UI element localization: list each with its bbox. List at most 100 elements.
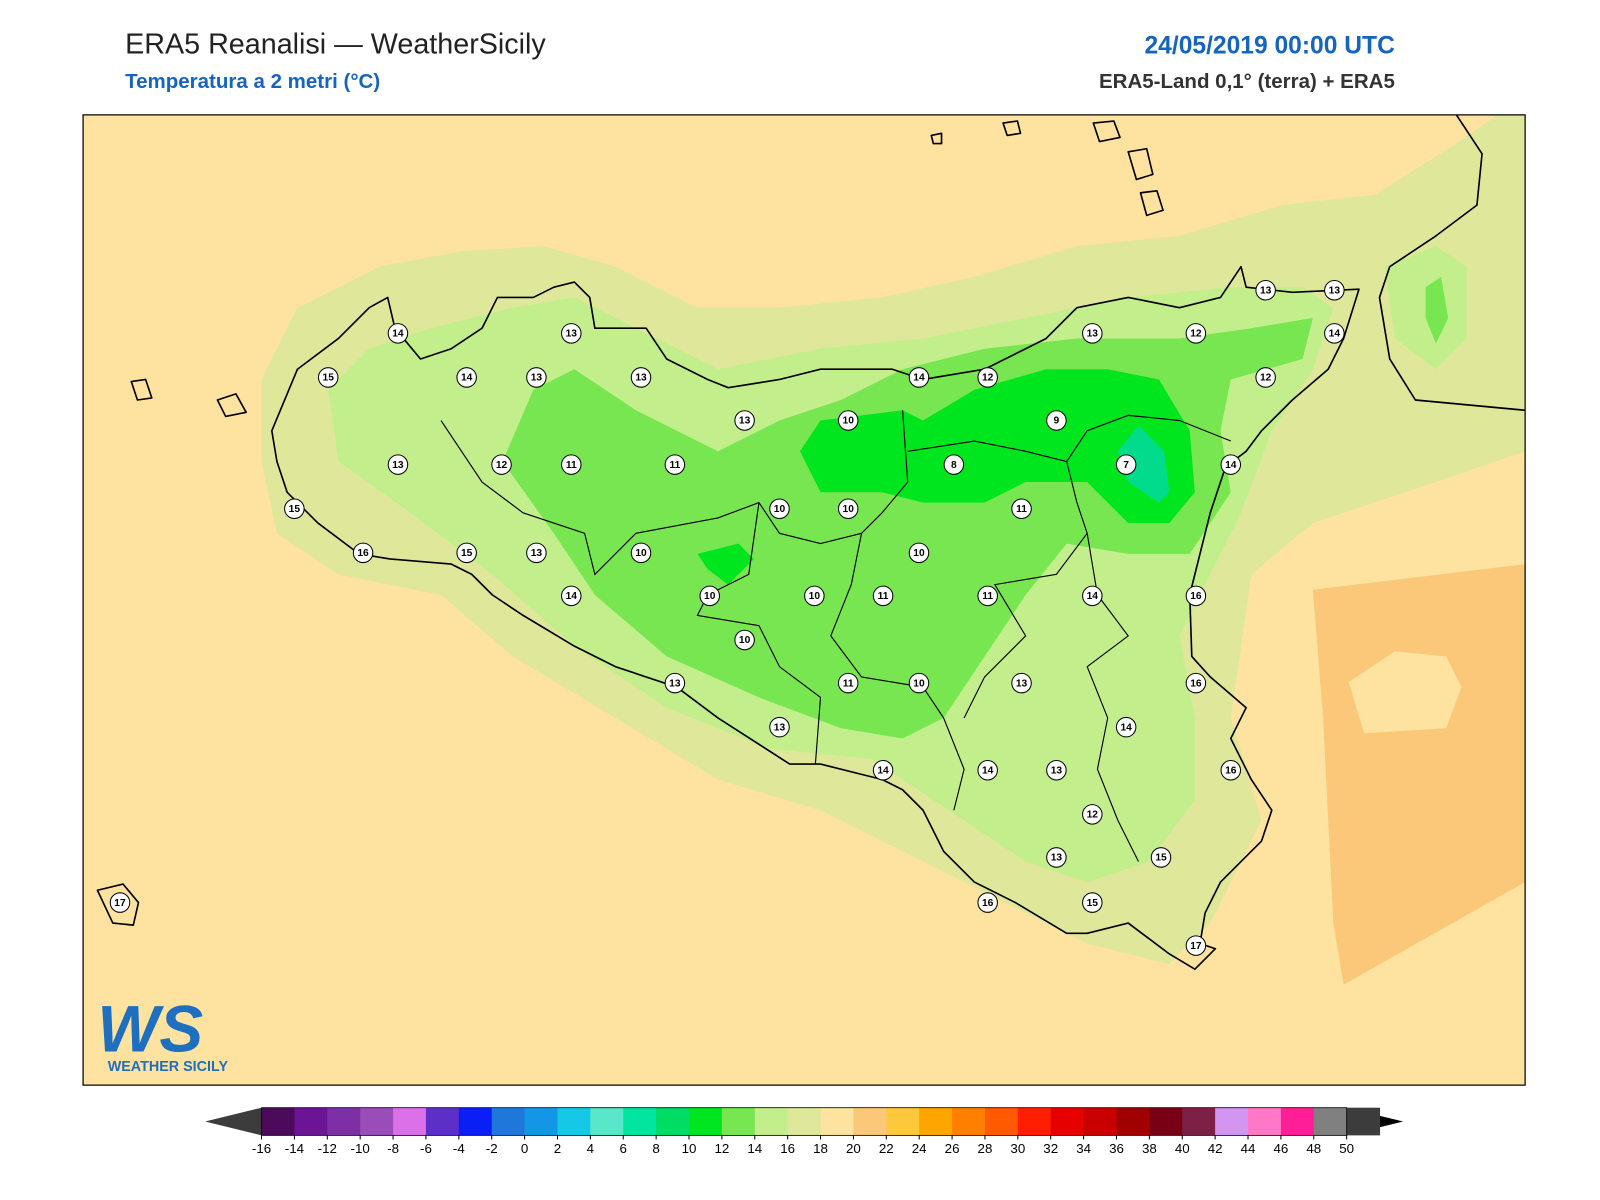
station-marker (1082, 323, 1103, 344)
colorbar-band (360, 1107, 394, 1136)
colorbar-tick-label: 2 (554, 1141, 561, 1156)
colorbar-band (623, 1107, 657, 1136)
date: 24/05/2019 00:00 UTC (1144, 32, 1395, 59)
colorbar-tick-label: -6 (420, 1141, 432, 1156)
station-marker (1082, 585, 1103, 607)
station-marker (1185, 323, 1207, 344)
station-value: 13 (392, 460, 404, 471)
station-value: 17 (114, 898, 126, 909)
station-value: 14 (913, 373, 925, 384)
station-value: 13 (1260, 285, 1272, 296)
colorbar-tick-label: 4 (587, 1141, 595, 1156)
colorbar-band (787, 1107, 822, 1136)
colorbar-tick-label: 8 (652, 1141, 659, 1156)
station-value: 13 (1051, 853, 1063, 864)
station-marker (1255, 279, 1276, 301)
colorbar-tick-label: 48 (1306, 1141, 1321, 1156)
station-value: 7 (1123, 460, 1129, 471)
station-value: 10 (809, 591, 821, 602)
colorbar-band (984, 1107, 1019, 1136)
station-value: 10 (704, 591, 716, 602)
colorbar-tick-label: 34 (1076, 1141, 1091, 1156)
station-marker (387, 323, 409, 344)
station-value: 10 (635, 548, 647, 559)
station-marker (734, 410, 755, 431)
colorbar-outline (261, 1107, 1348, 1136)
station-value: 12 (1260, 373, 1272, 384)
station-marker (1220, 454, 1242, 475)
station-value: 13 (739, 416, 751, 427)
station-value: 14 (982, 765, 994, 776)
station-marker (837, 410, 859, 431)
station-marker (664, 672, 686, 694)
station-marker (1185, 585, 1207, 607)
station-marker (630, 367, 652, 388)
colorbar-band (1280, 1107, 1315, 1136)
colorbar-extend-low (205, 1107, 262, 1136)
station-value: 12 (1087, 810, 1099, 821)
station-marker (908, 542, 930, 564)
station-marker (317, 367, 339, 388)
station-value: 17 (1190, 941, 1202, 952)
station-value: 14 (1329, 329, 1341, 340)
station-value: 10 (843, 504, 855, 515)
station-marker (491, 454, 512, 475)
colorbar-band (1215, 1107, 1249, 1136)
station-value: 13 (1016, 678, 1028, 689)
colorbar-band (590, 1107, 624, 1136)
colorbar-tick-label: 22 (879, 1141, 894, 1156)
station-marker (1082, 804, 1103, 825)
station-marker (561, 585, 582, 607)
station-marker (526, 367, 547, 388)
colorbar-band (491, 1107, 526, 1136)
colorbar-tick-label: 40 (1175, 1141, 1190, 1156)
colorbar-band (1346, 1107, 1381, 1136)
station-marker (1324, 279, 1345, 301)
contour-6 (1117, 425, 1170, 503)
station-marker (943, 454, 965, 475)
colorbar-band (261, 1107, 295, 1136)
colorbar-tick-label: 50 (1339, 1141, 1354, 1156)
colorbar-tick-label: -16 (252, 1141, 271, 1156)
colorbar-tick-label: 18 (813, 1141, 828, 1156)
station-marker (734, 629, 755, 651)
station-marker (1011, 498, 1032, 519)
station-value: 13 (531, 548, 543, 559)
colorbar-band (1182, 1107, 1216, 1136)
station-marker (977, 585, 998, 607)
station-marker (908, 672, 930, 694)
station-value: 15 (1087, 898, 1099, 909)
station-marker (456, 542, 477, 564)
station-marker (1082, 892, 1103, 913)
station-value: 9 (1054, 416, 1060, 427)
station-value: 16 (1225, 765, 1237, 776)
station-value: 11 (982, 591, 993, 602)
contour-hole (1348, 651, 1462, 734)
station-value: 13 (531, 373, 543, 384)
stations: 14 13 15 14 13 13 13 10 14 12 13 12 13 13 14 12 9 7 14 8 11 1… (109, 279, 1345, 956)
station-marker (1046, 410, 1067, 431)
station-value: 13 (566, 329, 578, 340)
station-marker (526, 542, 547, 564)
colorbar-tick-label: 20 (846, 1141, 861, 1156)
colorbar-tick-label: 30 (1010, 1141, 1025, 1156)
source: ERA5-Land 0,1° (terra) + ERA5 (1099, 70, 1395, 93)
colorbar-band (1116, 1107, 1150, 1136)
station-value: 14 (1120, 722, 1132, 733)
colorbar-band (425, 1107, 460, 1136)
station-value: 11 (878, 591, 889, 602)
station-value: 10 (913, 548, 925, 559)
colorbar: -16 -14 -12 -10 -8 -6 -4 -2 0 2 4 6 8 10 12 14 16 18 20 22 2… (205, 1107, 1404, 1156)
station-value: 14 (461, 373, 473, 384)
station-marker (1115, 716, 1137, 738)
colorbar-band (524, 1107, 558, 1136)
station-value: 13 (635, 373, 647, 384)
colorbar-tick-label: 24 (912, 1141, 927, 1156)
station-value: 14 (1225, 460, 1237, 471)
station-marker (456, 367, 477, 388)
station-marker (977, 892, 998, 913)
colorbar-tick-label: 14 (747, 1141, 762, 1156)
island (96, 120, 1164, 926)
station-value: 13 (669, 678, 681, 689)
